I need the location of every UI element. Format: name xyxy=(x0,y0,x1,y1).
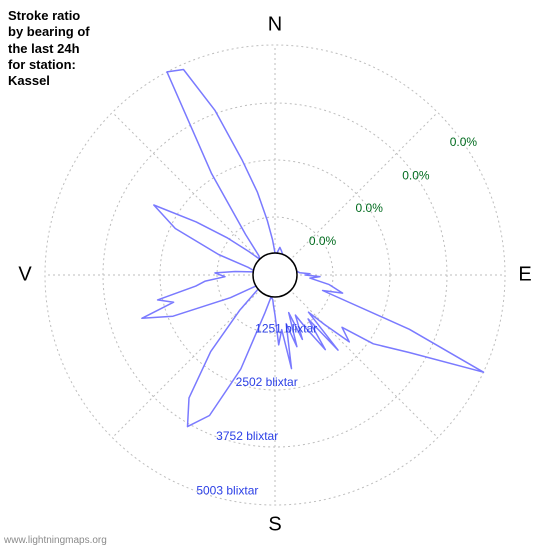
ring-percent-label: 0.0% xyxy=(309,234,337,248)
ring-percent-label: 0.0% xyxy=(402,169,430,183)
ring-count-label: 3752 blixtar xyxy=(216,429,278,443)
cardinal-e: E xyxy=(518,263,531,285)
ring-percent-label: 0.0% xyxy=(356,201,384,215)
ring-percent-label: 0.0% xyxy=(450,135,478,149)
ring-count-label: 1251 blixtar xyxy=(255,322,317,336)
inner-circle xyxy=(253,253,297,297)
cardinal-w: V xyxy=(18,263,32,285)
attribution: www.lightningmaps.org xyxy=(4,535,107,546)
ring-count-label: 2502 blixtar xyxy=(236,375,298,389)
chart-title: Stroke ratio by bearing of the last 24h … xyxy=(8,8,90,89)
stroke-polygon xyxy=(142,70,484,427)
ring-count-label: 5003 blixtar xyxy=(196,483,258,497)
cardinal-n: N xyxy=(268,13,282,35)
cardinal-s: S xyxy=(268,513,281,535)
